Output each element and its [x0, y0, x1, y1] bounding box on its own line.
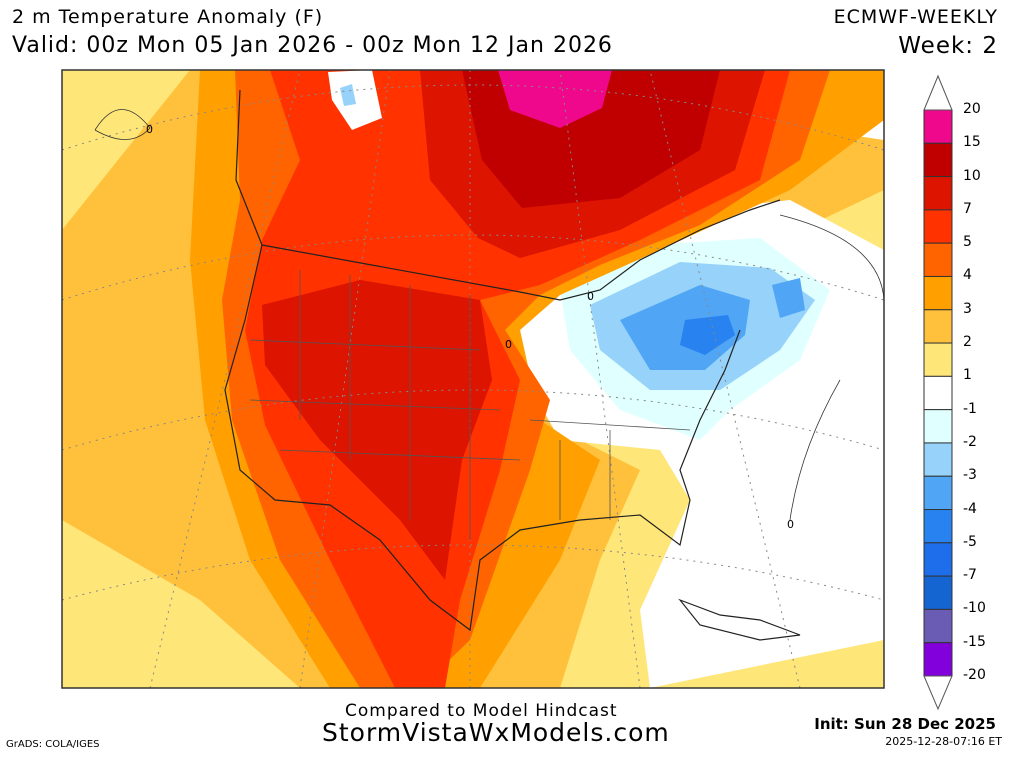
colorbar-label: 1 [963, 367, 972, 384]
country-borders [224, 89, 801, 641]
generated-timestamp: 2025-12-28-07:16 ET [885, 735, 1002, 748]
anomaly-10-region-west [262, 280, 492, 580]
colorbar-label: -1 [963, 400, 977, 417]
map-title: 2 m Temperature Anomaly (F) [12, 6, 324, 28]
init-time: Init: Sun 28 Dec 2025 [814, 715, 996, 733]
anomaly-minus3-region-2 [772, 278, 805, 318]
contour-label: 0 [146, 123, 153, 136]
colorbar-label: 3 [963, 300, 972, 317]
colorbar-label: -10 [963, 600, 986, 617]
colorbar-swatch [923, 209, 953, 244]
colorbar-swatch [923, 409, 953, 444]
contour-label: 0 [787, 518, 794, 531]
valid-period: Valid: 00z Mon 05 Jan 2026 - 00z Mon 12 … [12, 33, 613, 58]
colorbar-label: -2 [963, 433, 977, 450]
colorbar [923, 109, 953, 677]
colorbar-label: 20 [963, 101, 981, 117]
model-name: ECMWF-WEEKLY [833, 6, 998, 28]
colorbar-swatch [923, 509, 953, 544]
anomaly-7-region [245, 70, 790, 688]
colorbar-swatch [923, 142, 953, 178]
colorbar-swatch [923, 375, 953, 411]
colorbar-swatch [923, 642, 953, 677]
comparison-note: Compared to Model Hindcast [345, 701, 618, 721]
colorbar-swatch [923, 342, 953, 377]
site-name: StormVistaWxModels.com [322, 718, 670, 747]
colorbar-label: 10 [963, 167, 981, 184]
colorbar-label: -15 [963, 633, 986, 650]
colorbar-max-arrow [923, 74, 953, 111]
colorbar-label: 5 [963, 234, 972, 251]
contour-label: 0 [587, 290, 594, 303]
anomaly-minus2-spot [340, 84, 356, 106]
colorbar-swatch [923, 575, 953, 610]
colorbar-swatch [923, 275, 953, 311]
anomaly-minus4-region [680, 315, 735, 355]
colorbar-label: -3 [963, 467, 977, 484]
colorbar-swatch [923, 608, 953, 644]
colorbar-label: 7 [963, 200, 972, 217]
colorbar-label: 2 [963, 334, 972, 351]
zero-contours [94, 109, 884, 521]
colorbar-swatch [923, 442, 953, 477]
colorbar-swatch [923, 109, 953, 144]
colorbar-label: -4 [963, 500, 977, 517]
colorbar-swatch [923, 309, 953, 344]
anomaly-20-region [498, 70, 612, 128]
colorbar-swatch [923, 242, 953, 277]
colorbar-label: 15 [963, 134, 981, 151]
week-label: Week: 2 [898, 33, 998, 59]
colorbar-swatch [923, 475, 953, 511]
colorbar-min-arrow [923, 675, 953, 711]
state-borders [249, 270, 691, 540]
grads-credit: GrADS: COLA/IGES [6, 739, 100, 750]
plot-frame [61, 69, 885, 689]
colorbar-swatch [923, 542, 953, 577]
colorbar-label: -5 [963, 533, 977, 550]
contour-label: 0 [505, 338, 512, 351]
colorbar-label: -7 [963, 567, 977, 584]
colorbar-label: 4 [963, 267, 972, 284]
colorbar-swatch [923, 176, 953, 211]
colorbar-label: -20 [963, 667, 986, 683]
